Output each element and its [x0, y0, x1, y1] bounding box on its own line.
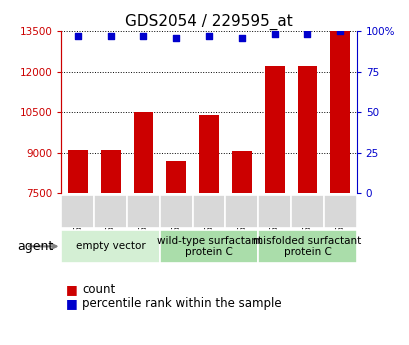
FancyBboxPatch shape [258, 230, 356, 263]
FancyBboxPatch shape [258, 195, 290, 228]
Bar [330, 31, 349, 193]
Point [140, 33, 146, 39]
FancyBboxPatch shape [127, 195, 160, 228]
Bar [68, 150, 88, 193]
FancyBboxPatch shape [94, 195, 127, 228]
Point [271, 31, 277, 37]
FancyBboxPatch shape [160, 195, 192, 228]
FancyBboxPatch shape [160, 230, 258, 263]
FancyBboxPatch shape [61, 195, 94, 228]
Point [238, 35, 245, 40]
Bar [133, 112, 153, 193]
Text: count: count [82, 283, 115, 296]
Text: empty vector: empty vector [76, 241, 145, 251]
Point [303, 31, 310, 37]
Bar [199, 115, 218, 193]
Point [336, 28, 343, 34]
FancyBboxPatch shape [192, 195, 225, 228]
Text: misfolded surfactant
protein C: misfolded surfactant protein C [253, 236, 361, 257]
Text: wild-type surfactant
protein C: wild-type surfactant protein C [156, 236, 261, 257]
Bar [231, 151, 251, 193]
Text: percentile rank within the sample: percentile rank within the sample [82, 297, 281, 310]
FancyBboxPatch shape [225, 195, 258, 228]
Point [173, 35, 179, 40]
Bar [297, 66, 317, 193]
Point [107, 33, 114, 39]
Bar [166, 161, 186, 193]
FancyBboxPatch shape [323, 195, 356, 228]
Point [74, 33, 81, 39]
Text: ■: ■ [65, 297, 77, 310]
Bar [264, 66, 284, 193]
Bar [101, 150, 120, 193]
Text: agent: agent [17, 240, 53, 253]
FancyBboxPatch shape [290, 195, 323, 228]
FancyBboxPatch shape [61, 230, 160, 263]
Point [205, 33, 212, 39]
Text: ■: ■ [65, 283, 77, 296]
Title: GDS2054 / 229595_at: GDS2054 / 229595_at [125, 13, 292, 30]
